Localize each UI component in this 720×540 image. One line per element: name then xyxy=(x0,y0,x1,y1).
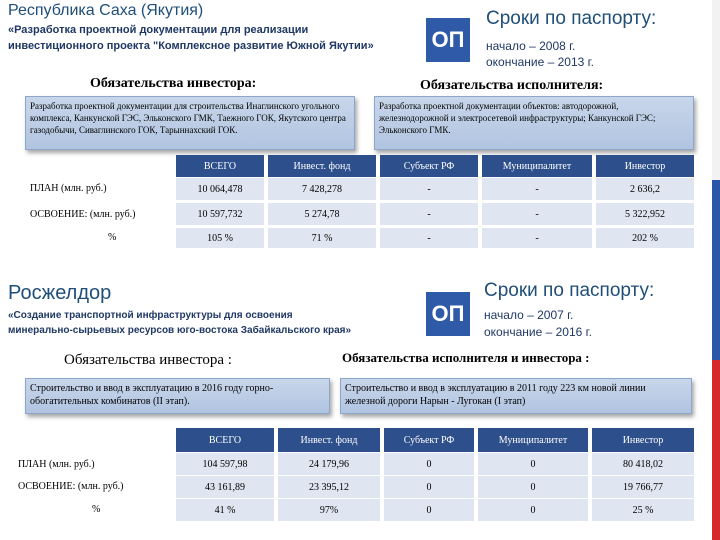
table1-row-percent-label: % xyxy=(108,232,117,243)
section2-sroki-title: Сроки по паспорту: xyxy=(484,280,655,301)
table2-cell: 97% xyxy=(278,499,380,521)
table2-header-municipality: Муниципалитет xyxy=(478,428,588,452)
section2-investor-box: Строительство и ввод в эксплуатацию в 20… xyxy=(25,378,330,414)
table1-cell: 5 322,952 xyxy=(596,203,694,225)
section1-investor-heading: Обязательства инвестора: xyxy=(90,76,257,91)
table1-cell: 202 % xyxy=(596,228,694,248)
table2-row-percent-label: % xyxy=(92,504,101,515)
table2-row-plan-label: ПЛАН (млн. руб.) xyxy=(18,459,95,470)
table2-cell: 0 xyxy=(478,499,588,521)
section1-executor-heading: Обязательства исполнителя: xyxy=(420,78,604,93)
table1-row-plan-label: ПЛАН (млн. руб.) xyxy=(30,183,107,194)
table2-cell: 0 xyxy=(478,476,588,498)
section2-title: Росжелдор xyxy=(8,282,112,304)
table2-header-total: ВСЕГО xyxy=(176,428,274,452)
table1-cell: - xyxy=(380,178,478,200)
flag-stripe-blue xyxy=(712,180,720,360)
table1-cell: - xyxy=(482,178,592,200)
table1-cell: 2 636,2 xyxy=(596,178,694,200)
table2-row-progress-label: ОСВОЕНИЕ: (млн. руб.) xyxy=(18,481,124,492)
table2-cell: 23 395,12 xyxy=(278,476,380,498)
table2-cell: 0 xyxy=(384,499,474,521)
section2-subtitle-line2: минерально-сырьевых ресурсов юго-востока… xyxy=(8,325,352,336)
table2-cell: 0 xyxy=(478,453,588,475)
table1-header-total: ВСЕГО xyxy=(176,155,264,177)
section1-start: начало – 2008 г. xyxy=(486,39,576,53)
table1-cell: 5 274,78 xyxy=(268,203,376,225)
section2-investor-heading: Обязательства инвестора : xyxy=(64,352,232,368)
table1-header-subject: Субъект РФ xyxy=(380,155,478,177)
section1-subtitle-line1: «Разработка проектной документации для р… xyxy=(8,24,309,36)
section2-end: окончание – 2016 г. xyxy=(484,325,592,339)
table1-cell: - xyxy=(380,203,478,225)
table2-cell: 104 597,98 xyxy=(176,453,274,475)
table1-cell: - xyxy=(482,203,592,225)
table1-header-municipality: Муниципалитет xyxy=(482,155,592,177)
flag-stripe-white xyxy=(712,0,720,180)
section1-investor-box: Разработка проектной документации для ст… xyxy=(25,96,355,150)
section2-start: начало – 2007 г. xyxy=(484,308,574,322)
section2-subtitle: «Создание транспортной инфраструктуры дл… xyxy=(8,308,408,338)
table2-cell: 19 766,77 xyxy=(592,476,694,498)
table1-row-progress-label: ОСВОЕНИЕ: (млн. руб.) xyxy=(30,209,136,220)
table1-cell: - xyxy=(482,228,592,248)
section1-subtitle: «Разработка проектной документации для р… xyxy=(8,22,418,54)
table1-header-fund: Инвест. фонд xyxy=(268,155,376,177)
section1-sroki-title: Сроки по паспорту: xyxy=(486,8,657,29)
table1-cell: 10 064,478 xyxy=(176,178,264,200)
table2-header-subject: Субъект РФ xyxy=(384,428,474,452)
table1-cell: 105 % xyxy=(176,228,264,248)
section1-end: окончание – 2013 г. xyxy=(486,55,594,69)
table1-cell: 10 597,732 xyxy=(176,203,264,225)
section1-executor-box: Разработка проектной документации объект… xyxy=(374,96,694,150)
section1-op-badge: ОП xyxy=(426,18,470,62)
table1-header-investor: Инвестор xyxy=(596,155,694,177)
table2-cell: 25 % xyxy=(592,499,694,521)
section2-executor-heading: Обязательства исполнителя и инвестора : xyxy=(342,350,590,365)
section2-op-badge: ОП xyxy=(426,292,470,336)
section1-title: Республика Саха (Якутия) xyxy=(8,2,204,19)
table2-cell: 41 % xyxy=(176,499,274,521)
table2-header-fund: Инвест. фонд xyxy=(278,428,380,452)
table2-cell: 0 xyxy=(384,476,474,498)
section2-subtitle-line1: «Создание транспортной инфраструктуры дл… xyxy=(8,310,293,321)
table2-header-investor: Инвестор xyxy=(592,428,694,452)
section2-executor-box: Строительство и ввод в эксплуатацию в 20… xyxy=(340,378,692,414)
flag-stripe-red xyxy=(712,360,720,540)
table1-cell: 71 % xyxy=(268,228,376,248)
table1-cell: - xyxy=(380,228,478,248)
table2-cell: 0 xyxy=(384,453,474,475)
table2-cell: 80 418,02 xyxy=(592,453,694,475)
table2-cell: 43 161,89 xyxy=(176,476,274,498)
table2-cell: 24 179,96 xyxy=(278,453,380,475)
table1-cell: 7 428,278 xyxy=(268,178,376,200)
section1-subtitle-line2: инвестиционного проекта "Комплексное раз… xyxy=(8,40,374,52)
